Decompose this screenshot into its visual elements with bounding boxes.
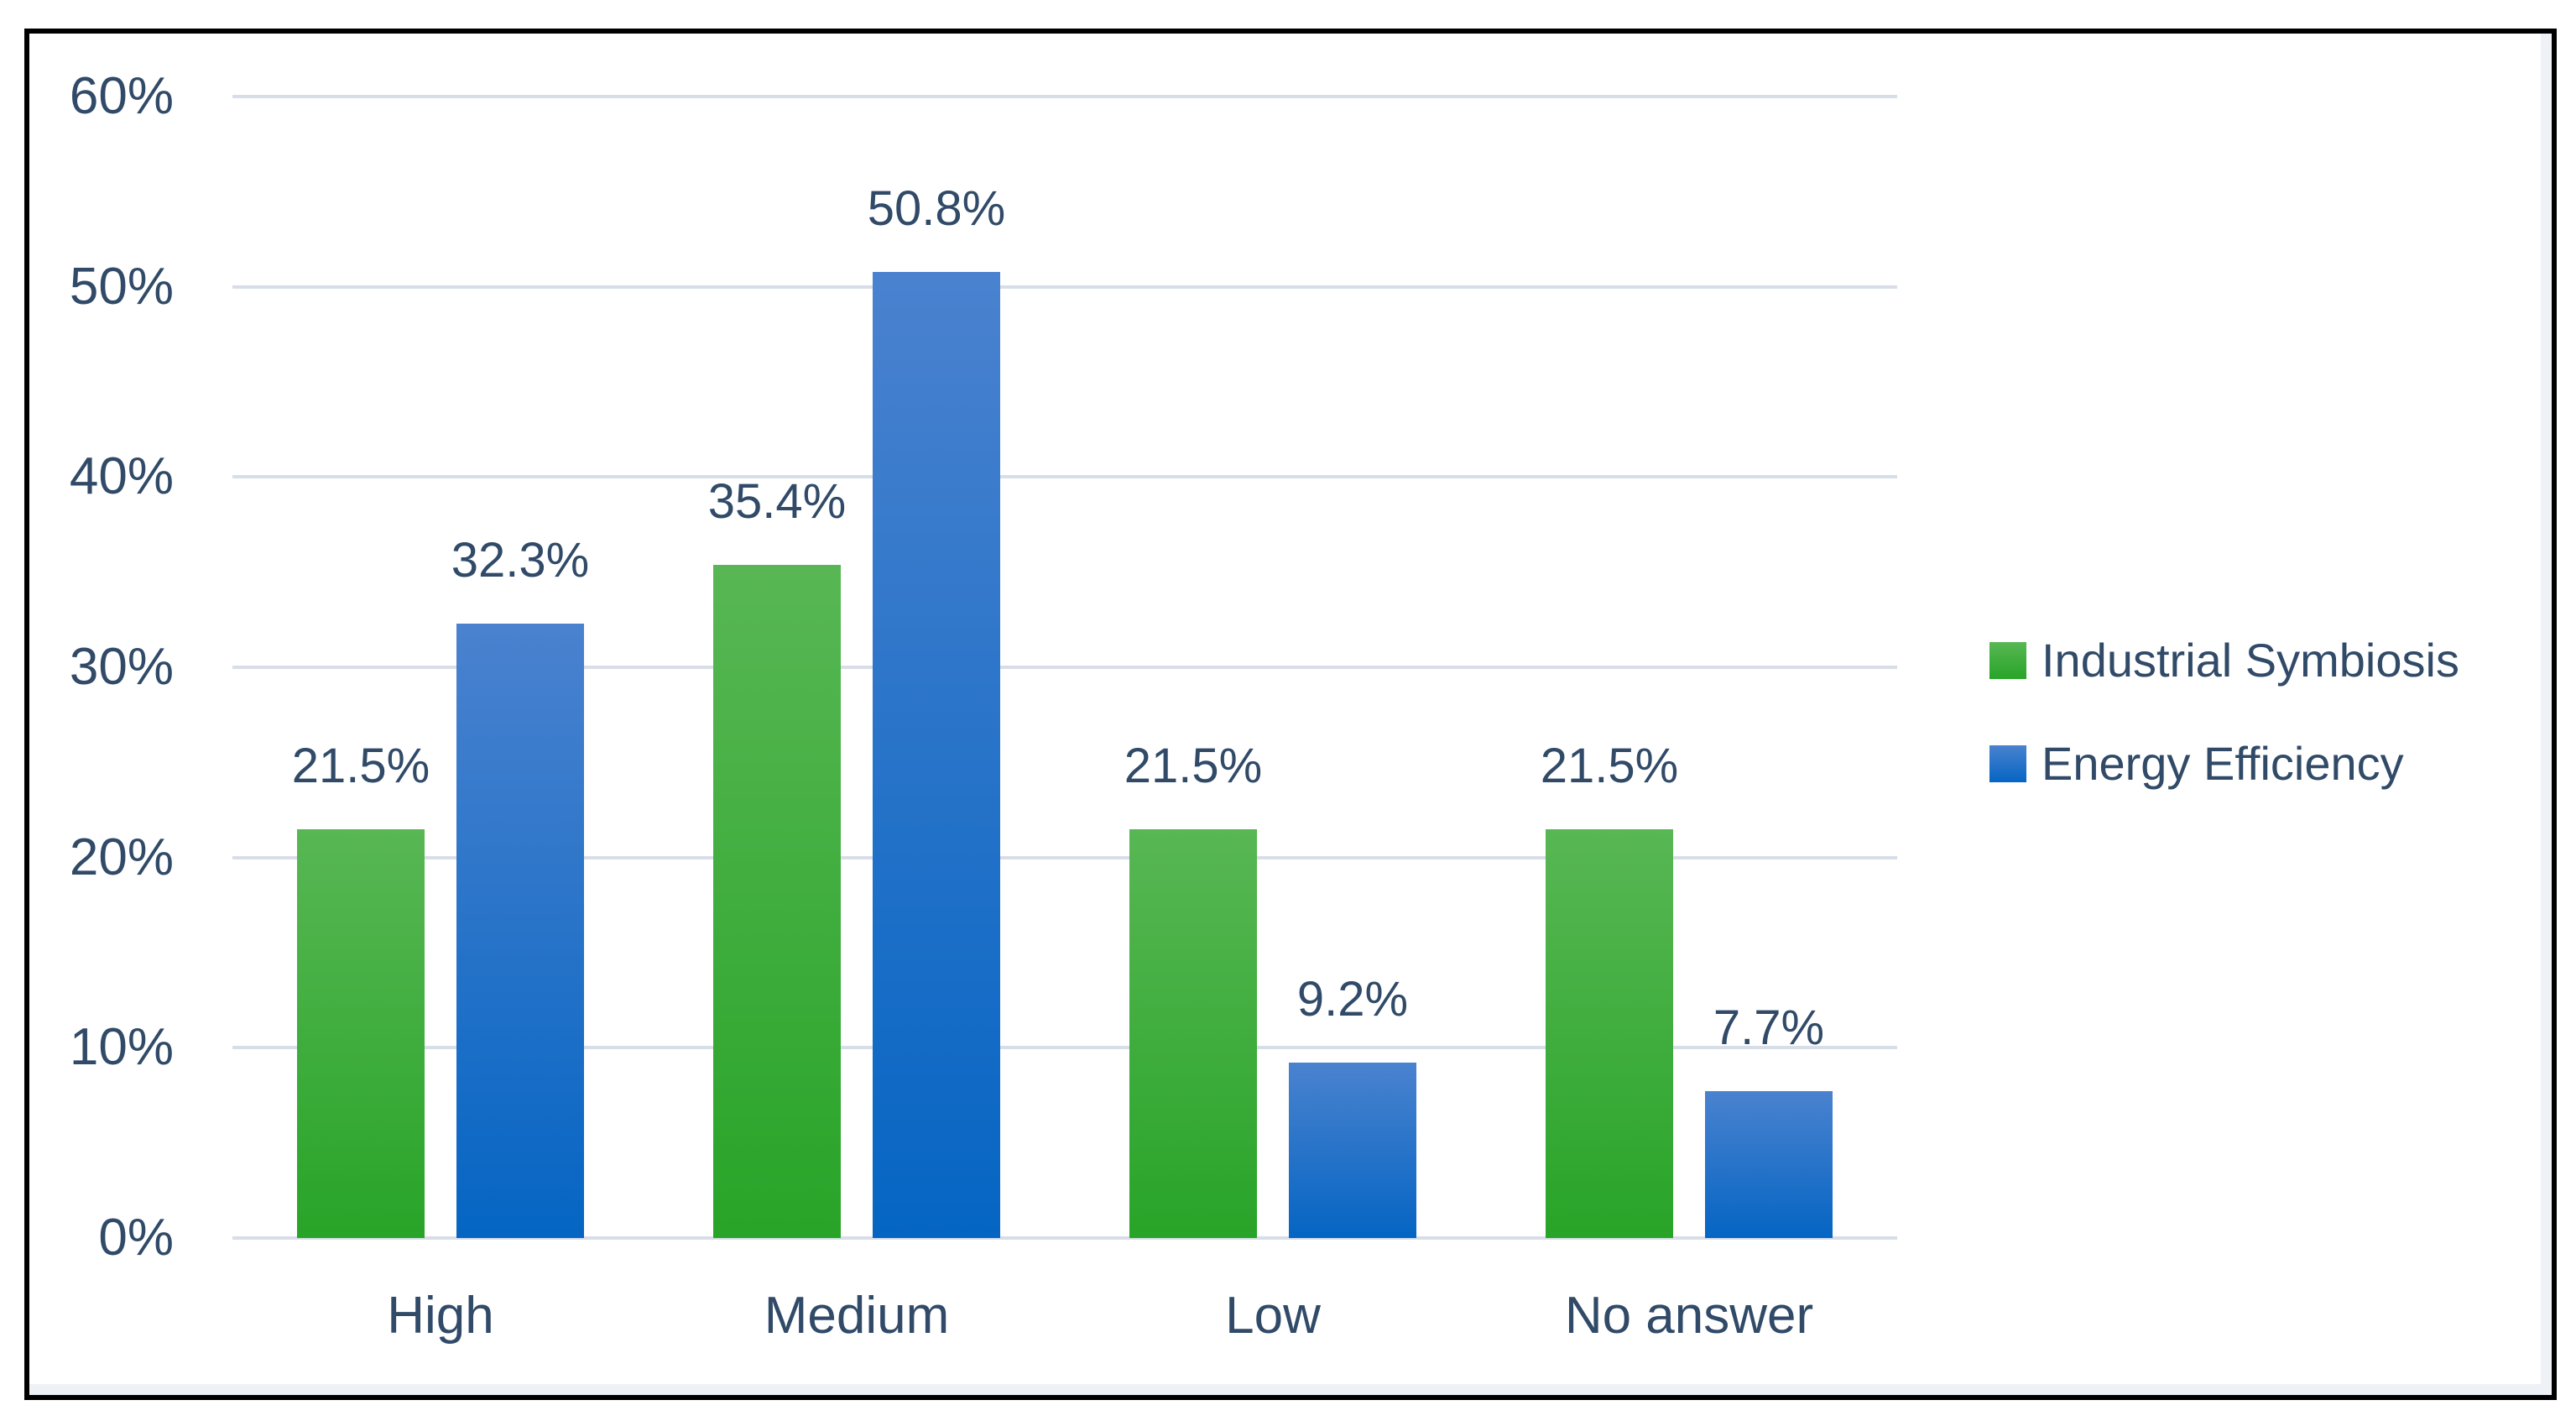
y-axis-tick-label: 40%	[69, 447, 174, 506]
gridline-60	[232, 94, 1897, 98]
legend-label-energy-efficiency: Energy Efficiency	[2042, 737, 2404, 790]
gridline-50	[232, 285, 1897, 289]
x-axis-label-high: High	[387, 1287, 494, 1345]
data-label-energy-efficiency-no-answer: 7.7%	[1713, 1000, 1825, 1055]
bar-industrial-symbiosis-no-answer	[1546, 829, 1673, 1238]
legend-label-industrial-symbiosis: Industrial Symbiosis	[2042, 634, 2459, 687]
legend-marker-energy-efficiency	[1989, 745, 2026, 782]
y-axis-tick-label: 20%	[69, 828, 174, 886]
data-label-industrial-symbiosis-low: 21.5%	[1124, 739, 1263, 793]
y-axis-tick-label: 30%	[69, 637, 174, 696]
chart-area-edge-bottom	[29, 1384, 2552, 1395]
y-axis-tick-label: 0%	[98, 1209, 174, 1267]
bar-energy-efficiency-medium	[873, 272, 1000, 1238]
bar-energy-efficiency-no-answer	[1705, 1091, 1833, 1238]
bar-energy-efficiency-high	[456, 624, 584, 1238]
x-axis-label-no-answer: No answer	[1564, 1287, 1814, 1345]
gridline-30	[232, 665, 1897, 669]
data-label-industrial-symbiosis-no-answer: 21.5%	[1540, 739, 1679, 793]
y-axis-tick-label: 50%	[69, 257, 174, 316]
data-label-industrial-symbiosis-medium: 35.4%	[707, 474, 847, 529]
y-axis-tick-label: 10%	[69, 1018, 174, 1077]
data-label-energy-efficiency-medium: 50.8%	[867, 181, 1006, 236]
gridline-40	[232, 475, 1897, 479]
chart-area-edge-right	[2541, 34, 2552, 1395]
gridline-20	[232, 855, 1897, 859]
x-axis-label-low: Low	[1225, 1287, 1321, 1345]
data-label-energy-efficiency-high: 32.3%	[451, 533, 590, 588]
gridline-10	[232, 1046, 1897, 1050]
legend-marker-industrial-symbiosis	[1989, 642, 2026, 679]
bar-industrial-symbiosis-medium	[713, 565, 841, 1238]
bar-energy-efficiency-low	[1289, 1063, 1416, 1238]
chart-frame: 0% 10% 20% 30% 40% 50% 60% 21.5% 32.3% High 35.4% 5…	[24, 29, 2557, 1400]
bar-industrial-symbiosis-high	[297, 829, 425, 1238]
data-label-energy-efficiency-low: 9.2%	[1296, 972, 1409, 1027]
x-axis-label-medium: Medium	[764, 1287, 950, 1345]
y-axis-tick-label: 60%	[69, 66, 174, 125]
bar-industrial-symbiosis-low	[1129, 829, 1257, 1238]
data-label-industrial-symbiosis-high: 21.5%	[291, 739, 430, 793]
gridline-0	[232, 1236, 1897, 1240]
